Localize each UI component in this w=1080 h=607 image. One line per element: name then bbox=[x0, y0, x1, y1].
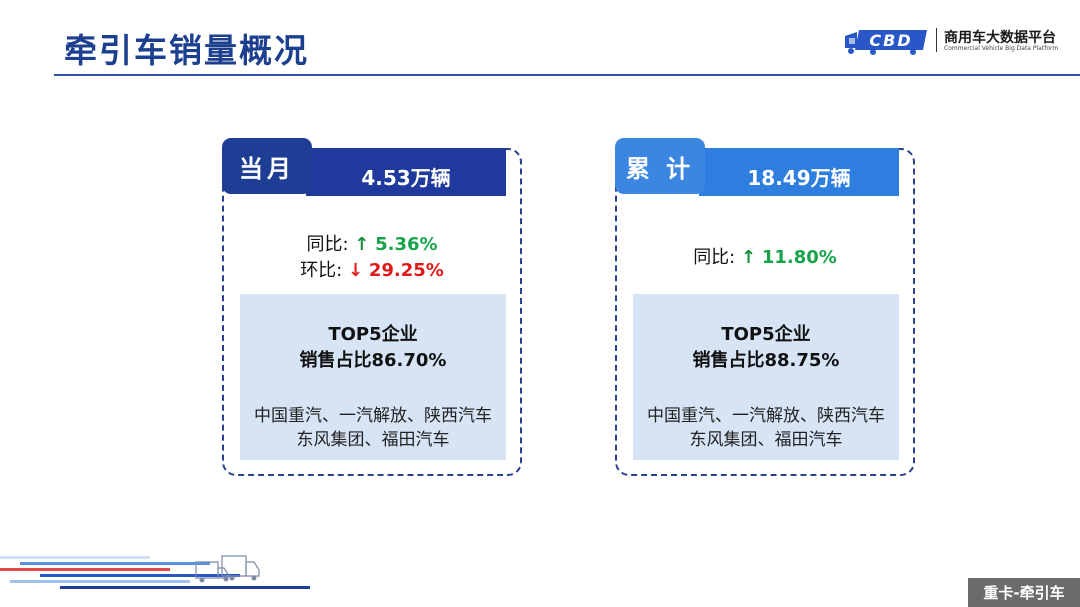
company-list-line: 中国重汽、一汽解放、陕西汽车 bbox=[647, 406, 885, 426]
monthly-value: 4.53万辆 bbox=[306, 148, 506, 196]
company-list-line: 东风集团、福田汽车 bbox=[296, 430, 450, 450]
company-list-line: 中国重汽、一汽解放、陕西汽车 bbox=[254, 406, 492, 426]
top5-heading: TOP5企业 bbox=[721, 324, 811, 345]
logo-name-en: Commercial Vehicle Big Data Platform bbox=[944, 45, 1059, 52]
monthly-tab: 当月 bbox=[222, 138, 312, 194]
cumulative-tab: 累 计 bbox=[615, 138, 705, 194]
top5-share-value: 销售占比86.70% bbox=[299, 350, 447, 371]
top5-share-title: TOP5企业 销售占比88.75% bbox=[633, 322, 899, 374]
monthly-card: 当月 4.53万辆 同比: ↑ 5.36% 环比: ↓ 29.25% TOP5企… bbox=[222, 138, 522, 476]
cumulative-value: 18.49万辆 bbox=[699, 148, 899, 196]
top5-company-list: 中国重汽、一汽解放、陕西汽车 东风集团、福田汽车 bbox=[633, 404, 899, 452]
top5-share-value: 销售占比88.75% bbox=[692, 350, 840, 371]
yoy-value: 11.80% bbox=[761, 247, 837, 268]
logo-separator bbox=[936, 28, 937, 52]
page-title: 牵引车销量概况 bbox=[64, 31, 309, 70]
cumulative-stats: 同比: ↑ 11.80% bbox=[617, 245, 913, 271]
arrow-up-icon: ↑ bbox=[740, 247, 757, 268]
monthly-stats: 同比: ↑ 5.36% 环比: ↓ 29.25% bbox=[224, 232, 520, 284]
yoy-stat: 同比: ↑ 5.36% bbox=[224, 232, 520, 258]
top5-share-title: TOP5企业 销售占比86.70% bbox=[240, 322, 506, 374]
yoy-value: 5.36% bbox=[375, 234, 438, 255]
arrow-up-icon: ↑ bbox=[354, 234, 370, 255]
monthly-top5-box: TOP5企业 销售占比86.70% 中国重汽、一汽解放、陕西汽车 东风集团、福田… bbox=[240, 294, 506, 460]
mom-label: 环比: bbox=[300, 260, 348, 281]
top5-heading: TOP5企业 bbox=[328, 324, 418, 345]
company-list-line: 东风集团、福田汽车 bbox=[689, 430, 843, 450]
cbd-logo-icon: CBD bbox=[845, 30, 927, 55]
section-badge: 重卡-牵引车 bbox=[968, 578, 1080, 607]
arrow-down-icon: ↓ bbox=[347, 260, 364, 281]
cumulative-card: 累 计 18.49万辆 同比: ↑ 11.80% TOP5企业 销售占比88.7… bbox=[615, 138, 915, 476]
logo-name-cn: 商用车大数据平台 bbox=[944, 30, 1056, 46]
cumulative-top5-box: TOP5企业 销售占比88.75% 中国重汽、一汽解放、陕西汽车 东风集团、福田… bbox=[633, 294, 899, 460]
brand-logo: CBD 商用车大数据平台 Commercial Vehicle Big Data… bbox=[843, 26, 1068, 56]
truck-speed-lines-decoration bbox=[0, 555, 310, 589]
title-divider bbox=[54, 74, 1080, 76]
svg-text:CBD: CBD bbox=[869, 31, 912, 50]
yoy-label: 同比: bbox=[306, 234, 355, 255]
yoy-stat: 同比: ↑ 11.80% bbox=[617, 245, 913, 271]
top5-company-list: 中国重汽、一汽解放、陕西汽车 东风集团、福田汽车 bbox=[240, 404, 506, 452]
mom-value: 29.25% bbox=[368, 260, 444, 281]
yoy-label: 同比: bbox=[693, 247, 741, 268]
mom-stat: 环比: ↓ 29.25% bbox=[224, 258, 520, 284]
